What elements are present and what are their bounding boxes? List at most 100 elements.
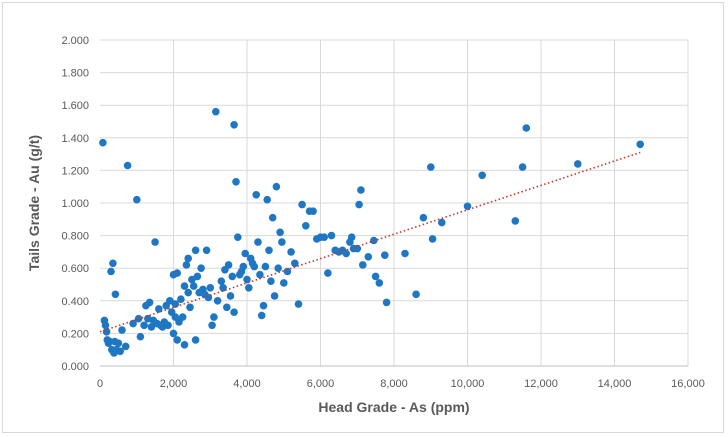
- data-point: [107, 267, 115, 276]
- data-point: [259, 301, 268, 310]
- data-point: [270, 292, 279, 300]
- data-point: [173, 336, 181, 344]
- data-point: [268, 213, 277, 222]
- data-point: [202, 246, 211, 255]
- data-point: [291, 259, 299, 268]
- data-point: [263, 195, 272, 204]
- data-point: [375, 279, 384, 287]
- data-point: [178, 313, 187, 321]
- data-point: [230, 308, 238, 317]
- x-tick-label: 12,000: [524, 378, 558, 390]
- data-point: [228, 272, 237, 281]
- y-tick-label: 1.200: [61, 165, 89, 177]
- data-point: [241, 249, 249, 258]
- x-tick-label: 16,000: [671, 378, 705, 390]
- data-point: [287, 248, 295, 256]
- data-point: [357, 186, 365, 194]
- data-point: [191, 246, 200, 255]
- data-point: [252, 191, 260, 199]
- data-point: [184, 254, 192, 263]
- data-point: [371, 272, 380, 281]
- data-point: [189, 282, 198, 290]
- y-tick-label: 0.800: [61, 231, 89, 243]
- data-point: [243, 275, 251, 284]
- x-tick-label: 8,000: [380, 378, 408, 390]
- data-point: [111, 290, 120, 299]
- data-point: [136, 332, 145, 341]
- y-tick-label: 0.200: [61, 328, 89, 340]
- data-point: [381, 251, 389, 259]
- data-point: [283, 267, 292, 276]
- data-point: [636, 140, 644, 149]
- data-point: [99, 138, 107, 147]
- data-point: [257, 311, 266, 320]
- data-point: [140, 321, 148, 330]
- data-point: [147, 323, 156, 331]
- y-tick-label: 1.800: [61, 68, 89, 80]
- data-point: [182, 261, 191, 269]
- y-tick-label: 0.600: [61, 263, 89, 275]
- y-tick-label: 1.400: [61, 133, 89, 145]
- data-point: [412, 290, 420, 299]
- data-point: [274, 264, 283, 273]
- data-point: [223, 303, 231, 312]
- data-point: [261, 262, 270, 271]
- data-point: [186, 303, 194, 312]
- data-point: [180, 341, 189, 349]
- trendline: [99, 151, 641, 333]
- data-point: [239, 262, 248, 271]
- data-point: [224, 261, 233, 269]
- data-point: [219, 284, 227, 292]
- data-point: [294, 300, 303, 308]
- data-point: [151, 238, 159, 246]
- x-tick-label: 14,000: [598, 378, 632, 390]
- data-point: [427, 163, 435, 171]
- data-point: [278, 238, 286, 246]
- data-point: [166, 297, 174, 305]
- data-point: [382, 298, 391, 307]
- y-tick-label: 0.400: [61, 296, 89, 308]
- data-point: [364, 252, 373, 261]
- data-point: [191, 336, 200, 344]
- y-tick-label: 1.600: [61, 100, 89, 112]
- data-point: [208, 321, 216, 330]
- data-point: [114, 339, 123, 348]
- data-point: [347, 233, 356, 241]
- data-point: [478, 171, 487, 180]
- data-point: [213, 297, 222, 305]
- data-point: [210, 313, 218, 321]
- data-point: [324, 269, 332, 277]
- data-point: [254, 238, 262, 246]
- data-point: [463, 202, 472, 211]
- y-tick-label: 2.000: [61, 35, 89, 47]
- data-point: [280, 279, 288, 287]
- data-point: [116, 347, 124, 356]
- data-point: [133, 195, 141, 204]
- y-axis-title: Tails Grade - Au (g/t): [26, 135, 42, 271]
- data-point: [574, 160, 582, 168]
- data-point: [250, 262, 259, 271]
- x-tick-label: 4,000: [233, 378, 261, 390]
- data-point: [309, 207, 317, 215]
- gridlines: [100, 39, 689, 366]
- x-tick-label: 2,000: [160, 378, 188, 390]
- data-point: [232, 178, 240, 186]
- data-point: [118, 326, 126, 334]
- data-point: [109, 259, 117, 268]
- y-tick-labels: 0.000 0.200 0.400 0.600 0.800 1.000 1.200 1.400…: [61, 35, 89, 373]
- data-point: [217, 277, 226, 286]
- data-point: [180, 282, 189, 290]
- data-point: [355, 200, 363, 209]
- data-point: [121, 342, 130, 351]
- data-point: [177, 295, 185, 304]
- data-point: [184, 288, 192, 297]
- data-point: [173, 269, 181, 277]
- x-tick-label: 6,000: [307, 378, 335, 390]
- data-point: [320, 233, 329, 241]
- data-point: [234, 233, 242, 241]
- data-point: [188, 275, 196, 284]
- y-tick-label: 1.000: [61, 198, 89, 210]
- data-point: [522, 124, 531, 132]
- data-point: [197, 264, 205, 273]
